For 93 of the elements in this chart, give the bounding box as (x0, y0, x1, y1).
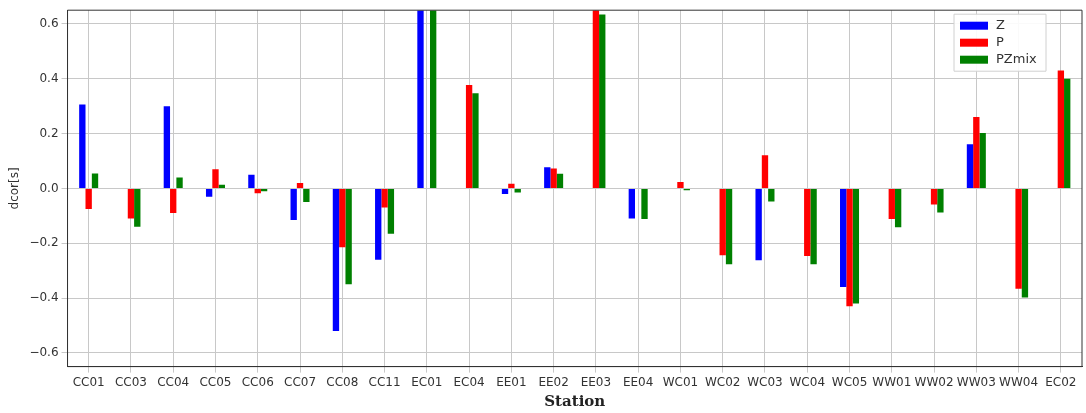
bar (170, 188, 177, 214)
bar (375, 188, 382, 260)
x-tick-label: EE02 (538, 374, 569, 389)
x-tick-label: EC04 (453, 374, 485, 389)
y-axis-title: dcor[s] (7, 167, 22, 210)
bar (725, 188, 733, 265)
bar (1021, 188, 1029, 298)
bar (761, 155, 769, 188)
bar (332, 188, 340, 331)
bar (290, 188, 297, 220)
bar (810, 188, 817, 265)
bar (768, 188, 775, 202)
x-tick-label: WW03 (956, 374, 996, 389)
bar (966, 144, 974, 188)
bar (592, 10, 600, 188)
bar (755, 188, 762, 261)
bar (1015, 188, 1022, 289)
y-tick-label: −0.4 (29, 290, 59, 305)
bar (212, 169, 219, 188)
bar (381, 188, 388, 208)
bar (804, 188, 811, 257)
bar (628, 188, 635, 219)
bar (176, 177, 183, 188)
y-tick-label: 0.6 (39, 16, 59, 31)
x-tick-label: CC05 (199, 374, 232, 389)
y-tick-label: 0.2 (39, 125, 59, 140)
x-tick-label: WW02 (914, 374, 954, 389)
bar (387, 188, 395, 234)
bar (1064, 78, 1071, 188)
legend-label: PZmix (996, 51, 1038, 67)
bar (973, 117, 980, 188)
bar (1057, 70, 1065, 188)
bar (556, 173, 564, 188)
bar (894, 188, 902, 228)
bar (205, 188, 213, 197)
bar (303, 188, 310, 203)
bar (677, 182, 684, 188)
x-tick-label: CC01 (72, 374, 105, 389)
x-tick-label: CC04 (157, 374, 190, 389)
y-tick-label: 0.0 (39, 180, 59, 195)
legend-label: Z (996, 17, 1005, 33)
bar (840, 188, 847, 288)
bar (345, 188, 352, 285)
bar (465, 85, 473, 188)
bar (852, 188, 860, 304)
x-tick-label: WC03 (747, 374, 783, 389)
bar (218, 184, 225, 188)
bar (979, 133, 986, 188)
x-tick-label: WC04 (789, 374, 826, 389)
y-tick-label: 0.4 (39, 70, 59, 85)
bar (430, 10, 437, 188)
x-tick-label: CC11 (368, 374, 401, 389)
x-tick-label: EE03 (580, 374, 612, 389)
x-tick-label: CC06 (241, 374, 274, 389)
x-tick-label: WW04 (999, 374, 1039, 389)
bar (719, 188, 726, 256)
y-tick-label: −0.2 (29, 235, 59, 250)
x-tick-label: CC08 (326, 374, 359, 389)
bar (544, 167, 551, 188)
bar (472, 93, 479, 188)
bar (296, 182, 304, 188)
bar (550, 168, 557, 188)
x-axis-title: Station (544, 391, 606, 410)
bar (514, 188, 521, 193)
y-tick-label: −0.6 (29, 345, 59, 360)
bar (134, 188, 141, 227)
bar (846, 188, 853, 307)
bar (508, 183, 515, 188)
x-tick-label: WC01 (662, 374, 699, 389)
bar (91, 173, 99, 188)
x-tick-label: EC01 (411, 374, 443, 389)
bar (641, 188, 648, 220)
bar (163, 106, 171, 188)
legend-label: P (996, 34, 1004, 50)
x-tick-label: EE04 (622, 374, 654, 389)
bar (888, 188, 895, 220)
bar (127, 188, 135, 219)
x-tick-label: CC07 (284, 374, 317, 389)
bar (930, 188, 938, 205)
bar (248, 174, 255, 188)
x-tick-label: EC02 (1045, 374, 1077, 389)
x-tick-label: EE01 (496, 374, 527, 389)
bar (599, 14, 606, 188)
bar (501, 188, 509, 194)
x-tick-label: WW01 (872, 374, 912, 389)
bar (339, 188, 346, 248)
bar (85, 188, 92, 209)
x-tick-label: WC02 (704, 374, 741, 389)
bar (937, 188, 944, 213)
x-tick-label: CC03 (114, 374, 147, 389)
bar (417, 10, 424, 188)
bar (79, 104, 86, 188)
x-tick-label: WC05 (831, 374, 868, 389)
